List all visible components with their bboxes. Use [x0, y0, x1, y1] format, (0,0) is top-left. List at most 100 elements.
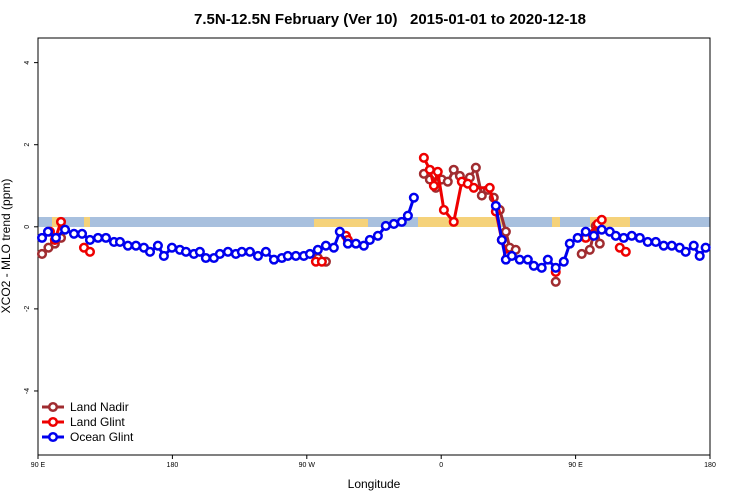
data-point — [100, 232, 111, 243]
data-point — [642, 236, 653, 248]
data-point — [594, 238, 605, 249]
land-ocean-band — [38, 217, 710, 227]
data-point — [700, 242, 711, 253]
data-point — [130, 240, 142, 251]
data-point — [114, 236, 126, 248]
data-point — [350, 238, 361, 249]
data-point — [380, 220, 391, 232]
data-point — [584, 244, 595, 255]
data-point — [514, 254, 525, 265]
data-point — [500, 226, 511, 237]
data-point — [68, 228, 80, 239]
y-tick-label: 0 — [24, 225, 31, 229]
y-tick-label: -4 — [24, 388, 31, 394]
data-point — [316, 256, 327, 267]
data-point — [144, 246, 156, 257]
data-point — [442, 176, 453, 187]
data-point — [84, 234, 96, 245]
data-point — [484, 182, 495, 193]
data-point — [688, 240, 699, 251]
data-point — [252, 250, 264, 261]
data-point — [312, 244, 323, 255]
land-patch — [84, 217, 90, 227]
data-point — [388, 218, 399, 229]
data-point — [372, 230, 383, 241]
data-point — [408, 192, 419, 203]
data-point — [468, 182, 479, 193]
data-point — [542, 254, 553, 265]
data-point — [84, 246, 96, 257]
data-point — [268, 254, 279, 265]
data-point — [588, 230, 599, 241]
data-point — [194, 246, 205, 257]
data-point — [222, 246, 234, 257]
data-point — [418, 152, 429, 163]
data-point — [236, 246, 247, 257]
x-tick-label: 180 — [704, 462, 716, 469]
data-point — [214, 248, 225, 259]
data-point — [424, 164, 435, 175]
data-point — [572, 232, 583, 243]
data-point — [282, 250, 293, 261]
data-point — [620, 246, 631, 257]
land-patch — [314, 219, 368, 227]
data-point — [576, 248, 587, 259]
legend-marker — [47, 431, 59, 443]
data-point — [448, 164, 459, 175]
data-point — [448, 216, 459, 227]
land-patch — [590, 217, 630, 227]
data-point — [152, 240, 163, 251]
x-tick-label: 90 W — [299, 462, 316, 469]
data-point — [180, 246, 192, 257]
data-point — [650, 236, 661, 248]
series — [44, 152, 631, 277]
data-point — [596, 224, 607, 235]
data-point — [506, 250, 517, 261]
y-axis-label: XCO2 - MLO trend (ppm) — [0, 179, 13, 314]
data-point — [438, 204, 449, 216]
land-patch — [418, 217, 502, 227]
data-point — [122, 240, 133, 251]
data-point — [77, 228, 88, 239]
legend-label: Ocean Glint — [70, 430, 134, 444]
x-tick-label: 90 E — [568, 462, 583, 469]
data-point — [334, 226, 345, 237]
data-point — [634, 232, 645, 243]
land-patch — [552, 217, 560, 227]
data-point — [42, 226, 54, 237]
data-point — [694, 250, 705, 261]
x-tick-label: 180 — [167, 462, 179, 469]
data-point — [596, 214, 607, 225]
data-point — [50, 232, 61, 243]
legend-label: Land Nadir — [70, 400, 129, 414]
data-point — [92, 232, 104, 243]
data-point — [396, 216, 407, 227]
data-point — [244, 246, 255, 257]
data-point — [658, 240, 669, 251]
y-tick-label: 4 — [24, 61, 31, 65]
data-point — [490, 200, 501, 211]
data-point — [358, 240, 369, 251]
ocean-band — [38, 217, 710, 227]
y-tick-label: -2 — [24, 306, 31, 312]
data-point — [550, 262, 561, 273]
data-point — [59, 224, 71, 235]
data-point — [200, 252, 211, 264]
data-point — [496, 234, 507, 245]
data-point — [166, 242, 178, 253]
data-point — [626, 230, 637, 241]
data-point — [432, 166, 443, 177]
legend-marker — [47, 416, 59, 428]
data-point — [528, 260, 539, 271]
data-point — [536, 262, 547, 273]
y-tick-label: 2 — [24, 143, 31, 147]
data-point — [260, 246, 271, 257]
x-axis-label: Longitude — [348, 477, 401, 491]
data-point — [618, 232, 629, 243]
data-point — [610, 230, 621, 241]
data-point — [476, 190, 487, 201]
data-point — [320, 240, 331, 251]
data-point — [342, 238, 353, 249]
data-point — [304, 248, 315, 259]
